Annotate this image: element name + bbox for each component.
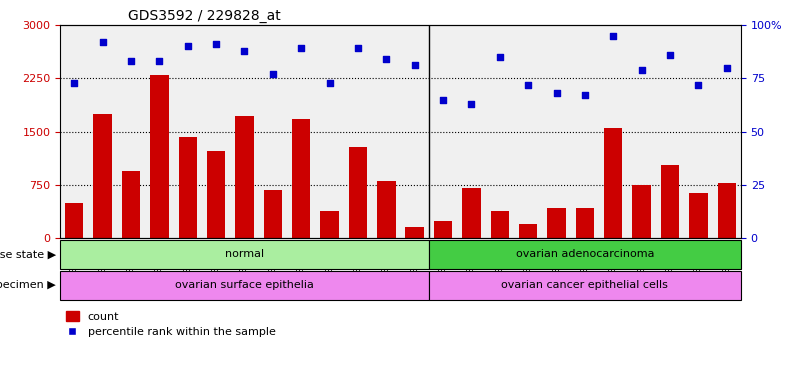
- Bar: [60, 271, 429, 300]
- Bar: [65, 203, 83, 238]
- Text: normal: normal: [225, 249, 264, 260]
- Text: ovarian adenocarcinoma: ovarian adenocarcinoma: [516, 249, 654, 260]
- Point: [465, 101, 478, 107]
- Point: [380, 56, 392, 62]
- Bar: [264, 190, 282, 238]
- Point: [437, 96, 449, 103]
- Point: [295, 45, 308, 51]
- Bar: [462, 189, 481, 238]
- Text: ovarian cancer epithelial cells: ovarian cancer epithelial cells: [501, 280, 668, 290]
- Bar: [348, 147, 367, 238]
- Text: GDS3592 / 229828_at: GDS3592 / 229828_at: [128, 8, 281, 23]
- Point: [68, 79, 81, 86]
- Bar: [377, 181, 396, 238]
- Point: [238, 48, 251, 54]
- Point: [550, 90, 563, 96]
- Point: [96, 39, 109, 45]
- Point: [720, 65, 733, 71]
- Bar: [150, 75, 168, 238]
- Point: [181, 43, 194, 50]
- Bar: [60, 240, 429, 269]
- Bar: [429, 271, 741, 300]
- Bar: [434, 221, 453, 238]
- Bar: [122, 170, 140, 238]
- Bar: [405, 227, 424, 238]
- Legend: count, percentile rank within the sample: count, percentile rank within the sample: [66, 311, 276, 338]
- Bar: [235, 116, 254, 238]
- Point: [409, 62, 421, 68]
- Bar: [689, 193, 707, 238]
- Bar: [519, 224, 537, 238]
- Point: [210, 41, 223, 47]
- Bar: [718, 183, 736, 238]
- Bar: [292, 119, 311, 238]
- Bar: [633, 185, 651, 238]
- Text: specimen ▶: specimen ▶: [0, 280, 56, 290]
- Point: [493, 54, 506, 60]
- Point: [663, 52, 676, 58]
- Point: [323, 79, 336, 86]
- Text: disease state ▶: disease state ▶: [0, 249, 56, 260]
- Bar: [94, 114, 112, 238]
- Bar: [547, 207, 566, 238]
- Bar: [576, 207, 594, 238]
- Point: [578, 92, 591, 98]
- Text: ovarian surface epithelia: ovarian surface epithelia: [175, 280, 314, 290]
- Point: [521, 81, 534, 88]
- Point: [267, 71, 280, 77]
- Point: [125, 58, 138, 64]
- Point: [153, 58, 166, 64]
- Bar: [604, 128, 622, 238]
- Bar: [179, 137, 197, 238]
- Point: [352, 45, 364, 51]
- Point: [607, 33, 620, 39]
- Bar: [490, 211, 509, 238]
- Bar: [320, 211, 339, 238]
- Point: [635, 67, 648, 73]
- Bar: [207, 151, 225, 238]
- Point: [692, 81, 705, 88]
- Bar: [429, 240, 741, 269]
- Bar: [661, 165, 679, 238]
